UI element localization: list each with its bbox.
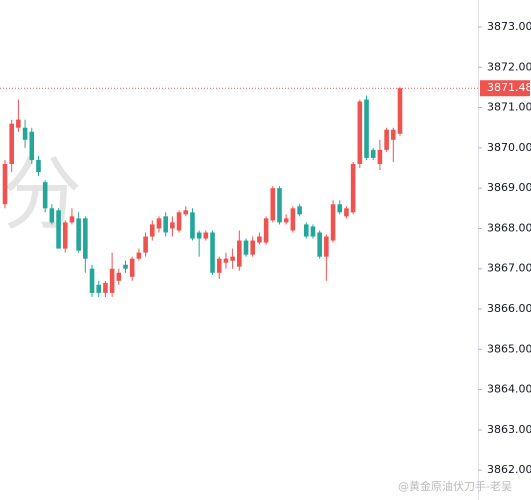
y-tick-label: 3871.00 <box>487 101 531 114</box>
y-tick-label: 3870.00 <box>487 141 531 154</box>
candle-body <box>109 268 115 293</box>
candle-body <box>283 218 289 223</box>
candle-body <box>9 123 14 164</box>
y-tick-label: 3867.00 <box>487 262 531 275</box>
candle-body <box>230 256 235 261</box>
candle-body <box>42 182 48 209</box>
candle-body <box>136 252 142 259</box>
candle-body <box>163 216 168 233</box>
candle-body <box>89 268 95 293</box>
y-tick-label: 3865.00 <box>487 342 531 355</box>
candle-body <box>397 88 403 134</box>
candle-body <box>337 204 343 213</box>
candle-body <box>36 159 41 173</box>
candle-body <box>96 284 102 293</box>
candle-body <box>56 210 61 249</box>
candle-body <box>391 129 396 140</box>
candle-body <box>156 218 162 229</box>
candle-body <box>290 208 296 231</box>
candle-body <box>270 188 276 221</box>
candle-body <box>223 258 229 263</box>
candle-body <box>297 206 302 215</box>
candle-body <box>149 224 155 237</box>
candle-body <box>16 119 21 128</box>
y-tick-label: 3862.00 <box>487 463 531 476</box>
candle-body <box>103 282 108 293</box>
candle-body <box>317 232 322 257</box>
watermark: 分 <box>2 148 82 241</box>
candle-body <box>210 232 215 273</box>
candle-body <box>357 101 363 164</box>
candle-body <box>377 149 383 164</box>
candle-body <box>216 258 222 273</box>
candle-body <box>183 210 189 215</box>
candle-body <box>62 222 68 249</box>
candle-body <box>324 236 329 257</box>
candle-body <box>49 208 55 223</box>
candle-body <box>123 264 128 269</box>
candle-body <box>143 236 148 253</box>
candle-body <box>243 240 249 255</box>
candle-body <box>116 272 122 281</box>
candle-body <box>277 188 282 223</box>
y-tick-label: 3866.00 <box>487 302 531 315</box>
candle-body <box>190 212 195 239</box>
last-price-box <box>480 80 530 97</box>
candle-body <box>29 131 35 160</box>
candle-body <box>203 232 209 239</box>
candle-body <box>370 149 376 158</box>
candle-body <box>344 208 349 217</box>
candle-body <box>303 224 309 237</box>
candle-body <box>384 129 389 150</box>
candle-body <box>22 127 28 140</box>
last-price-label: 3871.48 <box>487 81 531 94</box>
y-tick-label: 3863.00 <box>487 423 531 436</box>
candle-body <box>237 240 242 267</box>
y-tick-label: 3872.00 <box>487 60 531 73</box>
y-tick-label: 3864.00 <box>487 383 531 396</box>
candle-body <box>257 236 262 243</box>
y-tick-label: 3869.00 <box>487 181 531 194</box>
candle-body <box>196 232 202 239</box>
candle-body <box>170 222 175 229</box>
candle-body <box>350 163 356 213</box>
candle-body <box>310 226 316 237</box>
candle-body <box>129 258 135 277</box>
candle-body <box>330 204 336 241</box>
candle-body <box>176 212 182 231</box>
candle-body <box>250 240 256 255</box>
candle-body <box>2 163 8 205</box>
candle-body <box>263 218 269 243</box>
candle-body <box>76 218 81 251</box>
candle-body <box>364 99 369 158</box>
candle-body <box>83 218 88 259</box>
candle-body <box>69 216 75 223</box>
y-tick-label: 3868.00 <box>487 221 531 234</box>
credit: @黄金原油伏刀手-老吴 <box>398 479 512 493</box>
y-tick-label: 3873.00 <box>487 20 531 33</box>
